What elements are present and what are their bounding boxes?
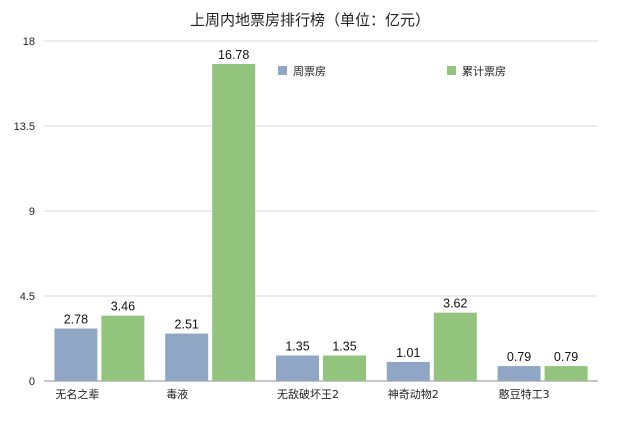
data-label-cumulative-2: 1.35	[332, 340, 356, 354]
legend-swatch-cumulative	[447, 66, 456, 75]
bars	[54, 64, 588, 382]
y-tick-label: 18	[23, 36, 35, 48]
bar-weekly-4	[497, 366, 541, 381]
x-category-label: 无敌破坏王2	[277, 387, 339, 401]
x-category-label: 无名之辈	[55, 387, 99, 401]
data-label-weekly-1: 2.51	[175, 318, 199, 332]
x-axis-categories: 无名之辈 毒液 无敌破坏王2 神奇动物2 憨豆特工3	[55, 387, 549, 401]
y-tick-label: 9	[29, 206, 35, 218]
bar-cumulative-1	[212, 64, 256, 382]
y-tick-label: 0	[29, 376, 35, 388]
data-label-weekly-4: 0.79	[507, 350, 531, 364]
bar-cumulative-4	[544, 366, 588, 381]
legend-swatch-weekly	[278, 66, 287, 75]
data-labels: 2.78 3.46 2.51 16.78 1.35 1.35 1.01 3.62 0.79 0.7…	[64, 48, 579, 364]
data-label-weekly-2: 1.35	[285, 340, 309, 354]
x-category-label: 神奇动物2	[388, 387, 439, 401]
data-label-cumulative-3: 3.62	[443, 297, 467, 311]
bar-cumulative-3	[433, 312, 477, 381]
bar-weekly-1	[165, 333, 209, 381]
data-label-cumulative-0: 3.46	[111, 300, 135, 314]
legend: 周票房 累计票房	[278, 65, 506, 78]
chart-title: 上周内地票房排行榜（单位：亿元）	[190, 11, 430, 29]
bar-weekly-3	[386, 361, 430, 381]
bar-cumulative-0	[101, 315, 145, 381]
data-label-weekly-3: 1.01	[396, 346, 420, 360]
y-axis-ticks: 0 4.5 9 13.5 18	[14, 36, 35, 388]
bar-cumulative-2	[323, 355, 366, 381]
bar-weekly-0	[54, 328, 98, 381]
y-tick-label: 4.5	[20, 291, 35, 303]
y-tick-label: 13.5	[14, 121, 35, 133]
bar-weekly-2	[276, 355, 319, 381]
data-label-cumulative-1: 16.78	[218, 48, 249, 62]
legend-label-weekly: 周票房	[293, 65, 326, 78]
x-category-label: 憨豆特工3	[499, 387, 550, 401]
data-label-weekly-0: 2.78	[64, 312, 88, 326]
data-label-cumulative-4: 0.79	[554, 350, 578, 364]
legend-label-cumulative: 累计票房	[462, 65, 506, 78]
x-category-label: 毒液	[166, 387, 188, 401]
